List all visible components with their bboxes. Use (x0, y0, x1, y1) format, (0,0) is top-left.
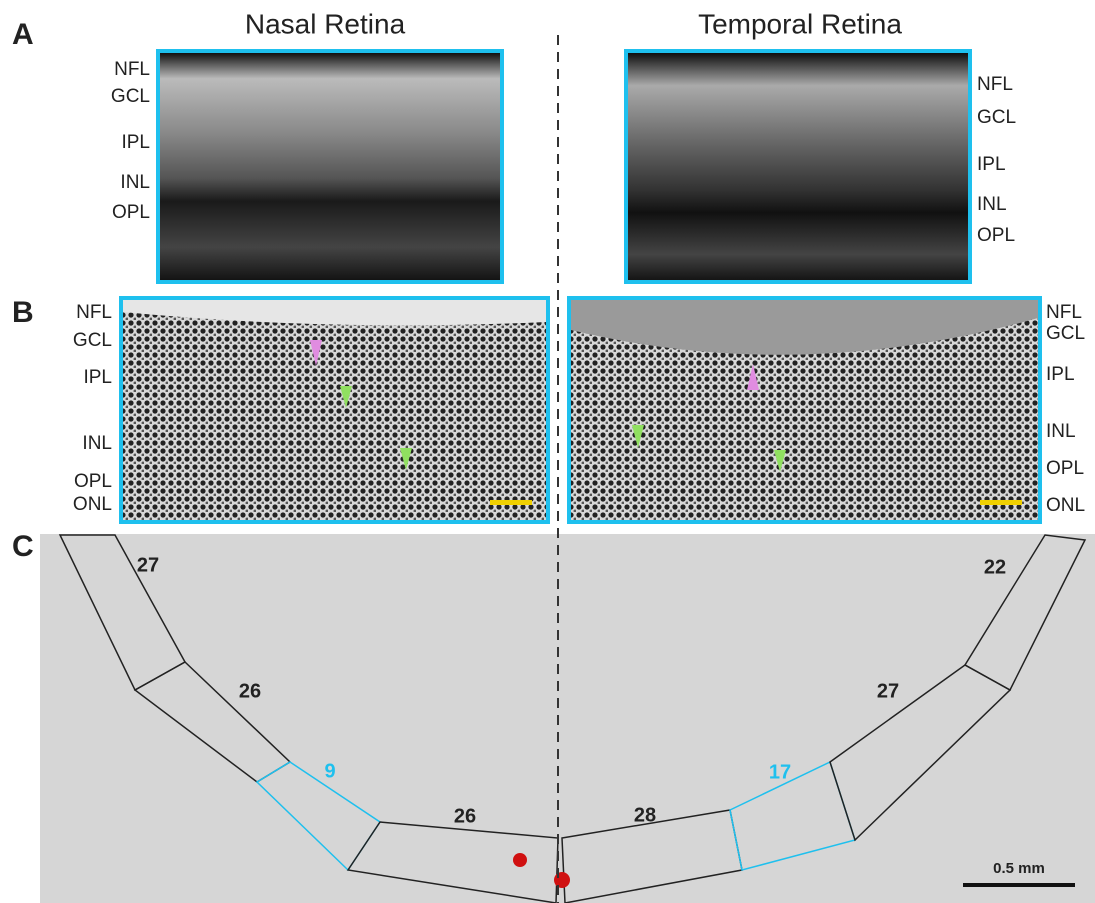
cell-count: 9 (324, 760, 335, 782)
cell-count: 22 (984, 556, 1006, 578)
layer-label: GCL (977, 107, 1016, 128)
layer-label: INL (1046, 421, 1076, 442)
layer-label: IPL (977, 154, 1006, 175)
layer-label: ONL (73, 494, 112, 515)
oct-image (158, 51, 502, 282)
layer-label: INL (977, 194, 1007, 215)
figure: A Nasal Retina Temporal Retina B C 27 26… (0, 0, 1095, 903)
cell-cluster (554, 872, 570, 888)
layer-label: IPL (1046, 364, 1075, 385)
layer-label: NFL (76, 302, 112, 323)
panel-title: Nasal Retina (245, 8, 406, 39)
scale-bar (490, 500, 532, 505)
layer-label: IPL (121, 132, 150, 153)
layer-label: INL (82, 433, 112, 454)
cell-count: 27 (137, 554, 159, 576)
scale-label: 0.5 mm (993, 860, 1045, 877)
layer-label: NFL (977, 74, 1013, 95)
layer-label: GCL (111, 86, 150, 107)
cell-count: 17 (769, 761, 791, 783)
layer-label: OPL (977, 225, 1015, 246)
cell-count: 28 (634, 804, 656, 826)
scale-bar (980, 500, 1022, 505)
cell-count: 27 (877, 680, 899, 702)
cell-cluster (513, 853, 527, 867)
panel-letter: A (12, 18, 34, 51)
layer-label: ONL (1046, 495, 1085, 516)
cell-count: 26 (239, 680, 261, 702)
cell-count: 26 (454, 805, 476, 827)
layer-label: NFL (114, 59, 150, 80)
oct-image (626, 51, 970, 282)
layer-label: OPL (74, 471, 112, 492)
layer-label: IPL (83, 367, 112, 388)
layer-label: GCL (73, 330, 112, 351)
panel-letter: B (12, 296, 34, 329)
histology-image (121, 298, 548, 522)
panel-title: Temporal Retina (698, 8, 902, 39)
layer-label: OPL (1046, 458, 1084, 479)
layer-label: INL (120, 172, 150, 193)
panel-background (40, 534, 1095, 903)
layer-label: GCL (1046, 323, 1085, 344)
panel-letter: C (12, 530, 34, 563)
layer-label: NFL (1046, 302, 1082, 323)
layer-label: OPL (112, 202, 150, 223)
